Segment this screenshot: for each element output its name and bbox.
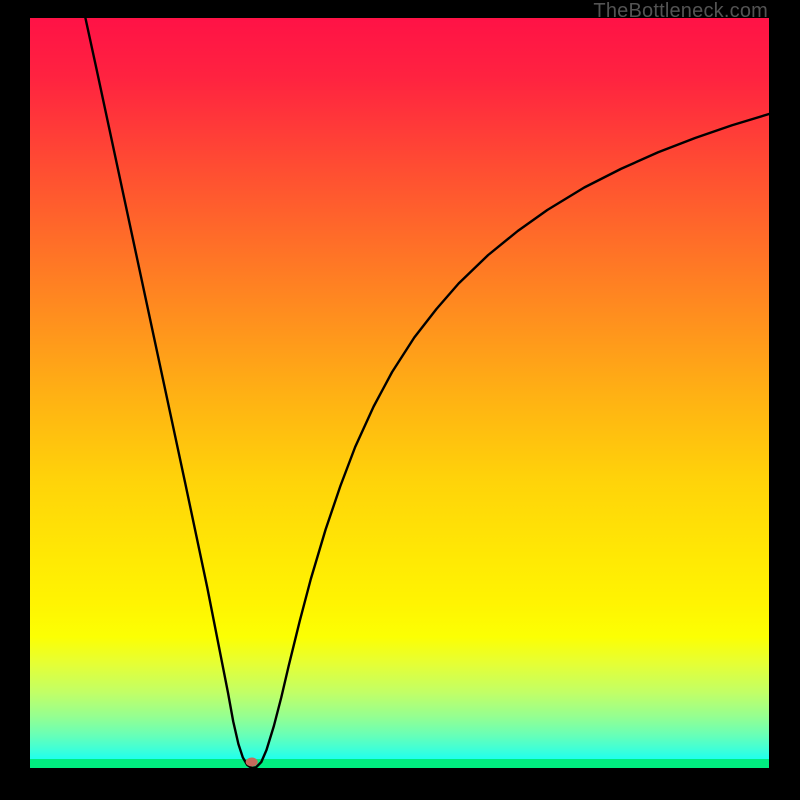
chart-root: TheBottleneck.com bbox=[0, 0, 800, 800]
vertex-marker bbox=[246, 758, 258, 767]
bottom-green-strip bbox=[30, 759, 769, 768]
plot-area bbox=[30, 18, 769, 768]
watermark-text: TheBottleneck.com bbox=[593, 0, 768, 23]
gradient-background bbox=[30, 18, 769, 768]
